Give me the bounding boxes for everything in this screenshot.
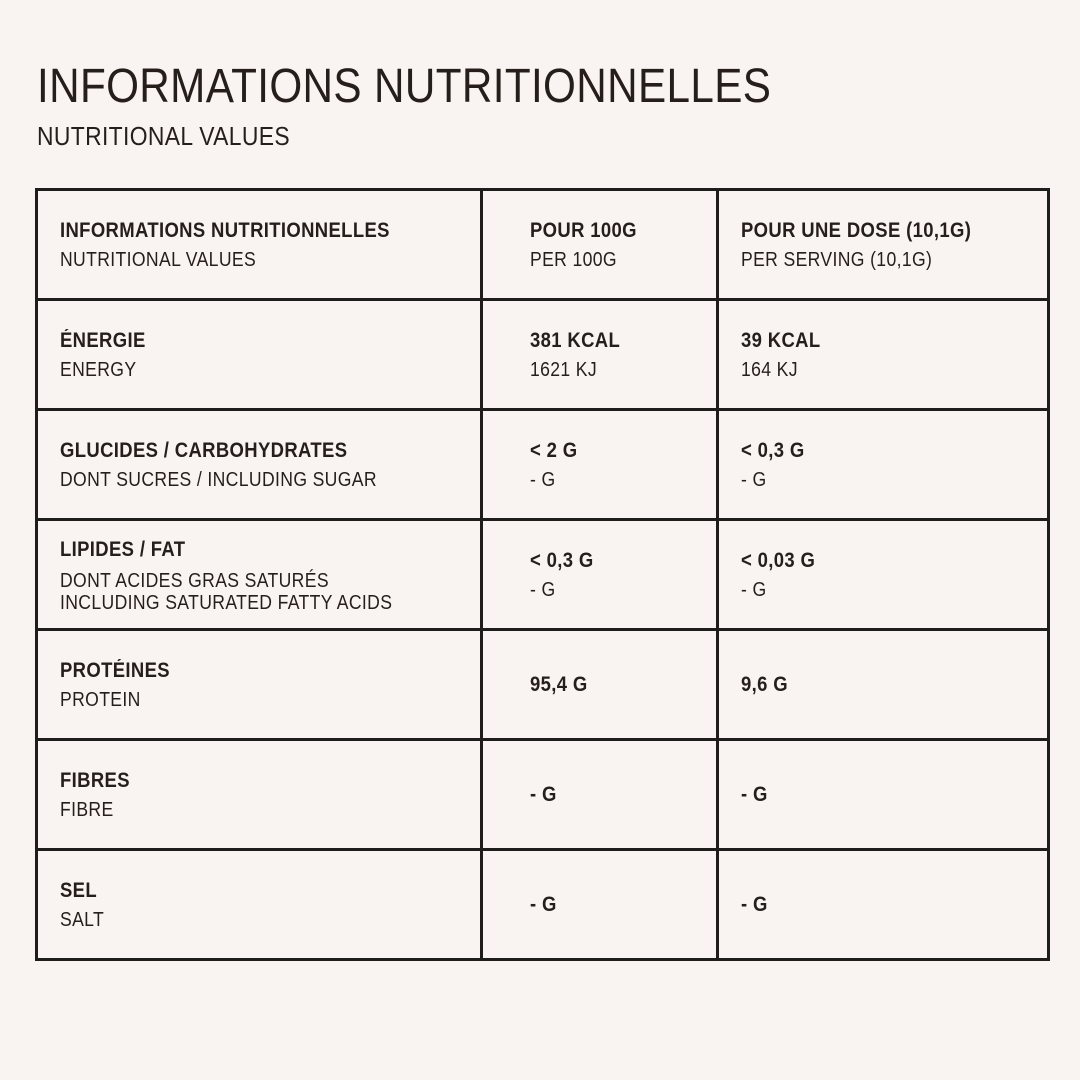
salt-label-en: SALT: [60, 908, 105, 931]
header-per100-fr: POUR 100G: [530, 218, 637, 242]
fibre-label-cell: FIBRES FIBRE: [35, 738, 483, 851]
energy-per100-kcal: 381 KCAL: [530, 328, 621, 352]
fibre-label-fr: FIBRES: [60, 768, 130, 792]
salt-serving-value: - G: [741, 892, 768, 916]
salt-serving-cell: - G: [716, 848, 1050, 961]
page-subtitle-text: NUTRITIONAL VALUES: [37, 121, 290, 151]
fat-per100-value: < 0,3 G: [530, 548, 594, 572]
protein-serving-cell: 9,6 G: [716, 628, 1050, 741]
fat-saturated-en: INCLUDING SATURATED FATTY ACIDS: [60, 592, 393, 614]
energy-serving-kcal: 39 KCAL: [741, 328, 821, 352]
carbs-per100-sugar: - G: [530, 468, 556, 491]
salt-label-fr: SEL: [60, 878, 98, 902]
protein-label-en: PROTEIN: [60, 688, 141, 711]
fibre-per100-value: - G: [530, 782, 557, 806]
carbs-label-en: DONT SUCRES / INCLUDING SUGAR: [60, 468, 377, 491]
page-title-text: INFORMATIONS NUTRITIONNELLES: [37, 60, 772, 113]
carbs-serving-sugar: - G: [741, 468, 767, 491]
fibre-label-en: FIBRE: [60, 798, 114, 821]
protein-label-cell: PROTÉINES PROTEIN: [35, 628, 483, 741]
fat-saturated-fr: DONT ACIDES GRAS SATURÉS: [60, 570, 329, 592]
energy-serving-kj: 164 KJ: [741, 358, 798, 381]
header-label-en: NUTRITIONAL VALUES: [60, 248, 257, 271]
fat-serving-saturated: - G: [741, 578, 767, 601]
header-serving-en: PER SERVING (10,1G): [741, 248, 933, 271]
table-row-header: INFORMATIONS NUTRITIONNELLES NUTRITIONAL…: [35, 188, 1050, 301]
energy-label-cell: ÉNERGIE ENERGY: [35, 298, 483, 411]
fat-label-fr: LIPIDES / FAT: [60, 538, 186, 561]
protein-per100-cell: 95,4 G: [480, 628, 719, 741]
table-row-protein: PROTÉINES PROTEIN 95,4 G 9,6 G: [35, 628, 1050, 741]
fat-serving-cell: < 0,03 G - G: [716, 518, 1050, 631]
page-subtitle: NUTRITIONAL VALUES: [37, 123, 871, 149]
header-serving-fr: POUR UNE DOSE (10,1G): [741, 218, 972, 242]
fat-per100-cell: < 0,3 G - G: [480, 518, 719, 631]
table-row-carbohydrates: GLUCIDES / CARBOHYDRATES DONT SUCRES / I…: [35, 408, 1050, 521]
energy-per100-cell: 381 KCAL 1621 KJ: [480, 298, 719, 411]
fibre-per100-cell: - G: [480, 738, 719, 851]
page-header: INFORMATIONS NUTRITIONNELLES NUTRITIONAL…: [37, 63, 871, 150]
header-cell-serving: POUR UNE DOSE (10,1G) PER SERVING (10,1G…: [716, 188, 1050, 301]
page-title: INFORMATIONS NUTRITIONNELLES: [37, 63, 871, 111]
header-per100-en: PER 100G: [530, 248, 617, 271]
energy-label-fr: ÉNERGIE: [60, 328, 146, 352]
protein-serving-value: 9,6 G: [741, 672, 788, 696]
table-row-fat: LIPIDES / FAT DONT ACIDES GRAS SATURÉS I…: [35, 518, 1050, 631]
salt-label-cell: SEL SALT: [35, 848, 483, 961]
salt-per100-value: - G: [530, 892, 557, 916]
carbs-label-fr: GLUCIDES / CARBOHYDRATES: [60, 438, 348, 462]
carbs-label-cell: GLUCIDES / CARBOHYDRATES DONT SUCRES / I…: [35, 408, 483, 521]
carbs-per100-cell: < 2 G - G: [480, 408, 719, 521]
carbs-per100-value: < 2 G: [530, 438, 578, 462]
fat-label-cell: LIPIDES / FAT DONT ACIDES GRAS SATURÉS I…: [35, 518, 483, 631]
fat-serving-value: < 0,03 G: [741, 548, 816, 572]
carbs-serving-cell: < 0,3 G - G: [716, 408, 1050, 521]
energy-label-en: ENERGY: [60, 358, 137, 381]
table-row-fibre: FIBRES FIBRE - G - G: [35, 738, 1050, 851]
protein-label-fr: PROTÉINES: [60, 658, 170, 682]
nutrition-table: INFORMATIONS NUTRITIONNELLES NUTRITIONAL…: [35, 188, 1050, 961]
header-cell-label: INFORMATIONS NUTRITIONNELLES NUTRITIONAL…: [35, 188, 483, 301]
fibre-serving-cell: - G: [716, 738, 1050, 851]
header-cell-per100: POUR 100G PER 100G: [480, 188, 719, 301]
energy-serving-cell: 39 KCAL 164 KJ: [716, 298, 1050, 411]
table-row-salt: SEL SALT - G - G: [35, 848, 1050, 961]
carbs-serving-value: < 0,3 G: [741, 438, 805, 462]
header-label-fr: INFORMATIONS NUTRITIONNELLES: [60, 218, 390, 242]
table-row-energy: ÉNERGIE ENERGY 381 KCAL 1621 KJ 39 KCAL …: [35, 298, 1050, 411]
salt-per100-cell: - G: [480, 848, 719, 961]
fibre-serving-value: - G: [741, 782, 768, 806]
protein-per100-value: 95,4 G: [530, 672, 588, 696]
fat-per100-saturated: - G: [530, 578, 556, 601]
energy-per100-kj: 1621 KJ: [530, 358, 598, 381]
